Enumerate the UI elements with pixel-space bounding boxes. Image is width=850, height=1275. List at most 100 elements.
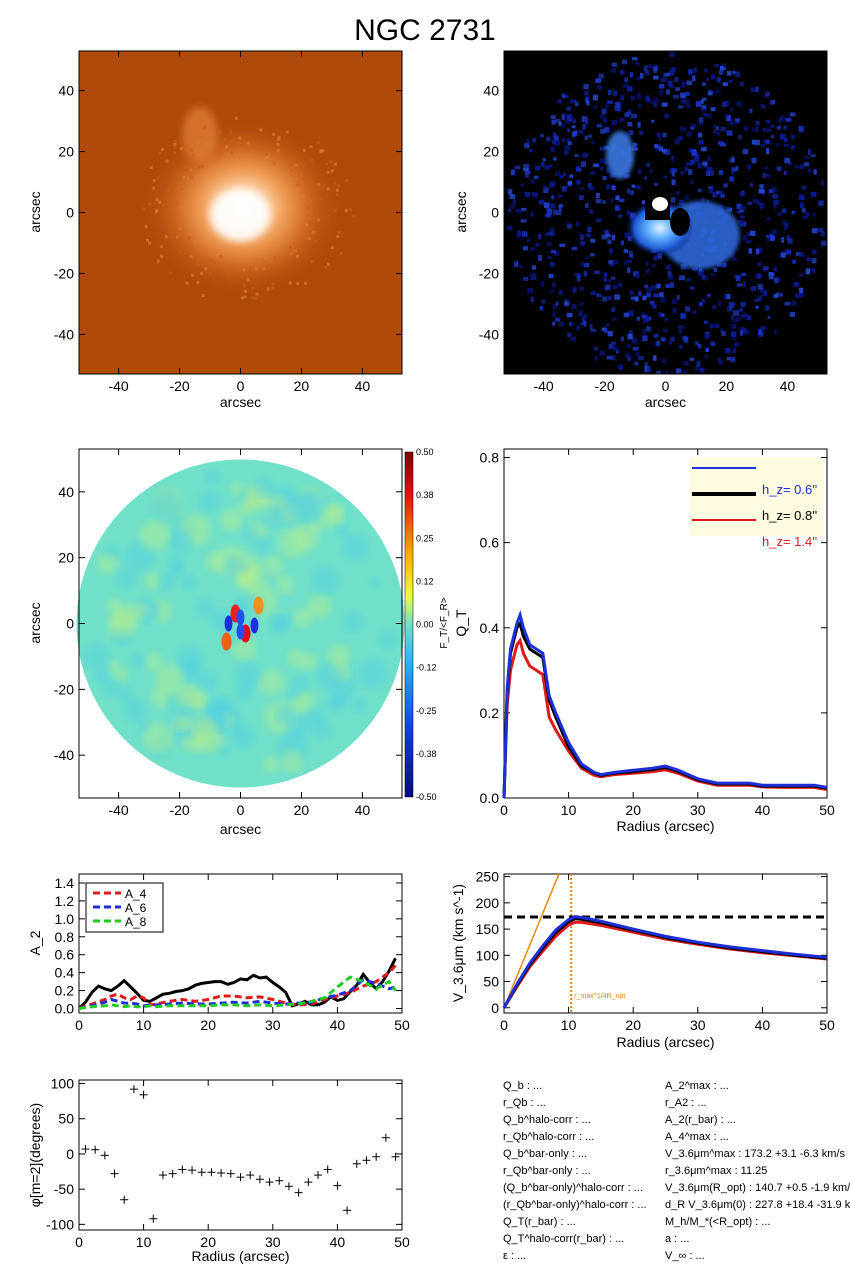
noise-pixel xyxy=(781,236,785,243)
x-axis-label: arcsec xyxy=(220,821,261,837)
noise-pixel xyxy=(779,115,785,121)
y-tick-label: 250 xyxy=(476,869,500,885)
noise-pixel xyxy=(192,153,196,157)
data-point xyxy=(333,1181,342,1190)
noise-pixel xyxy=(564,145,571,151)
field-blob xyxy=(261,505,283,527)
legend-label: A_4 xyxy=(125,887,147,901)
noise-pixel xyxy=(714,64,719,68)
x-tick-label: -40 xyxy=(108,802,128,818)
noise-pixel xyxy=(718,359,724,366)
noise-pixel xyxy=(659,89,663,96)
panel-4-axes: 0 10 20 30 40 50 0.0 0.2 0.4 0.6 0.8 Radius (arcsec… xyxy=(480,448,835,834)
noise-pixel xyxy=(606,168,611,174)
field-blob xyxy=(169,563,185,578)
noise-pixel xyxy=(746,315,752,321)
noise-pixel xyxy=(578,129,584,134)
legend-label: A_8 xyxy=(125,915,147,929)
noise-pixel xyxy=(584,90,589,96)
noise-pixel xyxy=(583,152,588,158)
noise-pixel xyxy=(573,130,578,137)
noise-pixel xyxy=(708,166,713,172)
noise-pixel xyxy=(319,197,323,201)
noise-pixel xyxy=(736,203,743,209)
field-blob xyxy=(157,572,176,591)
noise-pixel xyxy=(571,304,577,310)
noise-pixel xyxy=(572,286,577,293)
noise-pixel xyxy=(653,68,657,73)
field-blob xyxy=(287,649,306,668)
noise-pixel xyxy=(669,85,675,89)
noise-pixel xyxy=(719,328,724,333)
noise-pixel xyxy=(703,275,709,281)
noise-pixel xyxy=(759,184,764,189)
field-blob xyxy=(269,615,289,635)
noise-pixel xyxy=(805,268,811,275)
noise-pixel xyxy=(169,271,173,275)
noise-pixel xyxy=(726,306,733,312)
noise-pixel xyxy=(751,157,757,164)
data-point xyxy=(139,1090,148,1099)
noise-pixel xyxy=(520,219,527,223)
noise-pixel xyxy=(575,101,579,107)
field-blob xyxy=(115,568,137,590)
noise-pixel xyxy=(732,347,737,354)
noise-pixel xyxy=(617,107,623,112)
y-tick-label: 0.8 xyxy=(480,450,500,466)
noise-pixel xyxy=(710,341,716,347)
noise-pixel xyxy=(627,85,633,92)
noise-pixel xyxy=(722,262,727,268)
noise-pixel xyxy=(611,307,616,312)
noise-pixel xyxy=(625,132,631,139)
noise-pixel xyxy=(516,233,521,239)
noise-pixel xyxy=(784,301,791,306)
noise-pixel xyxy=(580,161,587,167)
data-point xyxy=(149,1214,158,1223)
noise-pixel xyxy=(161,147,165,151)
field-blob xyxy=(145,572,163,590)
noise-pixel xyxy=(530,247,535,251)
noise-pixel xyxy=(618,198,625,202)
data-point xyxy=(91,1145,100,1154)
noise-pixel xyxy=(731,323,737,329)
field-blob xyxy=(253,477,275,498)
x-tick-label: 10 xyxy=(136,1017,152,1033)
noise-pixel xyxy=(608,260,613,265)
y-tick-label: 50 xyxy=(483,974,499,990)
noise-pixel xyxy=(716,131,720,136)
noise-pixel xyxy=(649,169,654,173)
noise-pixel xyxy=(593,346,599,351)
x-tick-label: 0 xyxy=(237,802,245,818)
noise-pixel xyxy=(773,294,778,299)
noise-pixel xyxy=(706,156,712,163)
noise-pixel xyxy=(612,285,618,290)
noise-pixel xyxy=(602,296,608,302)
noise-pixel xyxy=(632,142,638,147)
noise-pixel xyxy=(583,83,589,90)
noise-pixel xyxy=(688,148,694,153)
noise-pixel xyxy=(705,166,710,171)
noise-pixel xyxy=(659,83,665,89)
y-tick-label: 40 xyxy=(58,83,74,99)
field-blob xyxy=(220,509,243,532)
noise-pixel xyxy=(628,250,633,257)
arm-feature xyxy=(606,131,634,179)
noise-pixel xyxy=(566,312,573,318)
noise-pixel xyxy=(579,309,583,315)
noise-pixel xyxy=(627,310,634,317)
noise-pixel xyxy=(634,296,639,302)
noise-pixel xyxy=(612,346,619,351)
noise-pixel xyxy=(595,198,602,204)
field-blob xyxy=(261,555,284,578)
field-blob xyxy=(237,499,255,517)
noise-pixel xyxy=(337,184,341,188)
noise-pixel xyxy=(718,169,724,176)
noise-pixel xyxy=(563,151,569,156)
field-blob xyxy=(334,523,350,539)
noise-pixel xyxy=(564,300,568,307)
noise-pixel xyxy=(716,77,721,83)
noise-pixel xyxy=(709,272,716,277)
noise-pixel xyxy=(642,295,647,301)
noise-pixel xyxy=(538,199,545,205)
x-tick-label: 20 xyxy=(200,1234,216,1250)
